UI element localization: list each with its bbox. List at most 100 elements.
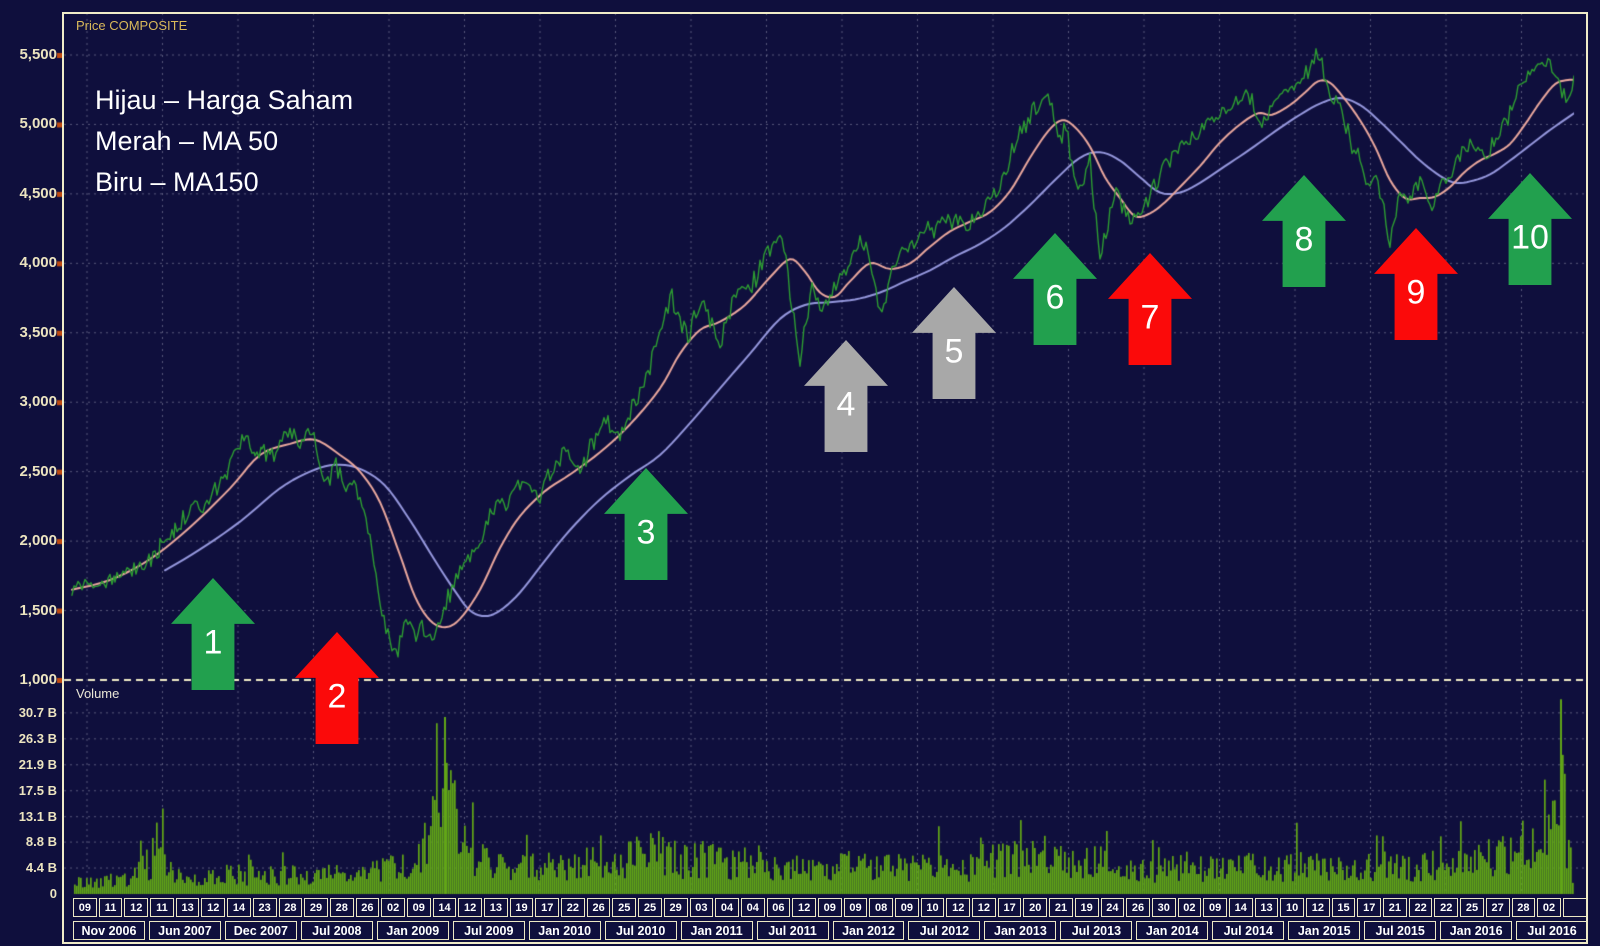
day-label-box: 21	[1383, 898, 1407, 917]
day-label-box: 22	[561, 898, 585, 917]
day-label-box: 14	[227, 898, 251, 917]
volume-panel-title: Volume	[76, 686, 120, 701]
month-label-box: Jan 2014	[1136, 921, 1209, 940]
day-label-box: 12	[946, 898, 971, 917]
day-label-box: 25	[1460, 898, 1484, 917]
day-label-box: 17	[1357, 898, 1382, 917]
price-axis-label: 3,500	[19, 323, 57, 341]
price-axis-label: 1,500	[19, 601, 57, 619]
signal-arrow-number: 8	[1294, 220, 1314, 259]
signal-arrow-number: 10	[1511, 218, 1549, 257]
price-axis-label: 2,500	[19, 462, 57, 480]
day-label-box: 28	[1511, 898, 1536, 917]
day-label-box: 19	[509, 898, 534, 917]
price-axis-label: 5,500	[19, 46, 57, 63]
day-label-box: 13	[1254, 898, 1279, 917]
day-label-box: 13	[484, 898, 508, 917]
day-label-box: 25	[612, 898, 637, 917]
price-axis-label: 2,000	[19, 532, 57, 550]
x-axis-month-row: Nov 2006 Jun 2007 Dec 2007 Jul 2008 Jan 2009…	[73, 921, 1589, 940]
month-label-box: Jul 2011	[756, 921, 829, 940]
legend-line-ma150: Biru – MA150	[95, 167, 259, 197]
month-label-box: Jan 2016	[1440, 921, 1513, 940]
month-label-box: Nov 2006	[73, 921, 145, 940]
day-label-box: 09	[895, 898, 919, 917]
x-axis-day-row: 09 11 12 11 13 12 14 23 28 29 28 26 02 09 14 12 13 19 17 22…	[73, 898, 1587, 917]
volume-axis-label: 0	[49, 886, 57, 901]
month-label-box: Dec 2007	[224, 921, 297, 940]
price-axis-label: 4,500	[19, 184, 57, 202]
day-label-box: 29	[304, 898, 328, 917]
signal-arrow-number: 6	[1045, 278, 1065, 317]
price-axis-label: 3,000	[19, 393, 57, 411]
legend-line-price: Hijau – Harga Saham	[95, 85, 354, 115]
day-label-box: 22	[1434, 898, 1459, 917]
signal-arrow-number: 2	[327, 677, 347, 716]
volume-axis-label: 13.1 B	[18, 808, 57, 824]
price-axis-label: 1,000	[19, 671, 57, 688]
month-label-box: Jul 2008	[300, 921, 373, 940]
day-label-box: 09	[73, 898, 97, 917]
day-label-box: 25	[638, 898, 662, 917]
month-label-box: Jul 2010	[604, 921, 677, 940]
day-label-box: 28	[278, 898, 303, 917]
day-label-box	[1562, 898, 1587, 917]
day-label-box: 11	[150, 898, 174, 917]
signal-arrow-number: 1	[203, 623, 223, 662]
price-panel-title: Price COMPOSITE	[76, 18, 188, 33]
month-label-box: Jun 2007	[148, 921, 221, 940]
volume-axis-label: 8.8 B	[25, 834, 57, 850]
legend-line-ma50: Merah – MA 50	[95, 126, 279, 156]
day-label-box: 15	[1331, 898, 1356, 917]
day-label-box: 20	[1023, 898, 1048, 917]
day-label-box: 04	[740, 898, 765, 917]
day-label-box: 03	[689, 898, 714, 917]
volume-axis-label: 17.5 B	[18, 782, 57, 798]
day-label-box: 10	[1280, 898, 1304, 917]
month-label-box: Jan 2012	[832, 921, 905, 940]
day-label-box: 09	[817, 898, 842, 917]
day-label-box: 13	[175, 898, 200, 917]
day-label-box: 14	[1228, 898, 1253, 917]
month-label-box: Jul 2015	[1364, 921, 1437, 940]
day-label-box: 12	[1306, 898, 1330, 917]
day-label-box: 21	[1049, 898, 1073, 917]
day-label-box: 02	[1537, 898, 1561, 917]
volume-axis-label: 30.7 B	[18, 704, 57, 720]
day-label-box: 09	[843, 898, 868, 917]
signal-arrow-number: 9	[1406, 273, 1426, 312]
volume-axis-label: 4.4 B	[25, 860, 57, 876]
month-label-box: Jul 2012	[908, 921, 981, 940]
month-label-box: Jul 2009	[452, 921, 525, 940]
month-label-box: Jan 2009	[376, 921, 449, 940]
month-label-box: Jan 2015	[1288, 921, 1361, 940]
signal-arrow-number: 5	[944, 332, 964, 371]
day-label-box: 29	[663, 898, 688, 917]
day-label-box: 17	[997, 898, 1022, 917]
day-label-box: 02	[1177, 898, 1202, 917]
month-label-box: Jan 2011	[680, 921, 753, 940]
day-label-box: 09	[1203, 898, 1227, 917]
day-label-box: 22	[1408, 898, 1433, 917]
price-axis-label: 4,000	[19, 254, 57, 272]
day-label-box: 04	[715, 898, 739, 917]
day-label-box: 23	[252, 898, 277, 917]
day-label-box: 24	[1100, 898, 1125, 917]
month-label-box: Jul 2014	[1212, 921, 1285, 940]
day-label-box: 10	[920, 898, 945, 917]
day-label-box: 26	[355, 898, 380, 917]
day-label-box: 02	[381, 898, 405, 917]
chart-legend: Hijau – Harga Saham Merah – MA 50 Biru –…	[95, 80, 353, 203]
day-label-box: 27	[1485, 898, 1510, 917]
day-label-box: 26	[1126, 898, 1150, 917]
day-label-box: 28	[329, 898, 354, 917]
day-label-box: 30	[1151, 898, 1176, 917]
volume-axis-label: 21.9 B	[18, 756, 57, 772]
day-label-box: 06	[766, 898, 791, 917]
price-axis-label: 5,000	[19, 115, 57, 133]
day-label-box: 12	[124, 898, 149, 917]
day-label-box: 09	[406, 898, 431, 917]
day-label-box: 12	[458, 898, 482, 917]
